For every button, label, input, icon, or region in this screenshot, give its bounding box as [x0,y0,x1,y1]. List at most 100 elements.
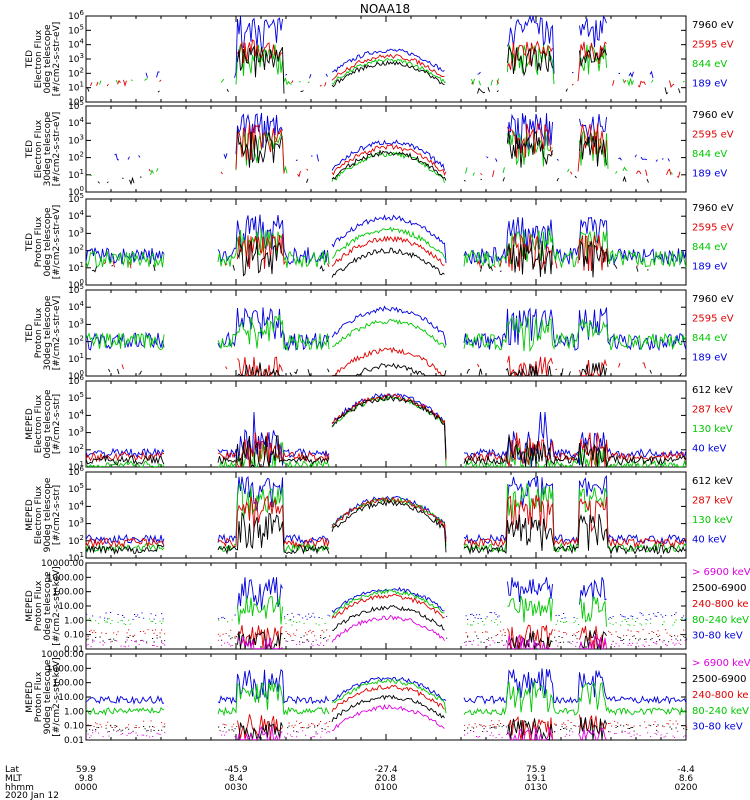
legend-entry: 30-80 keV [692,631,743,642]
y-axis-label-line: [#/cm2-s-str-keV] [52,657,62,736]
y-axis-label-line: 90deg telescope [43,659,53,734]
series-trace-2 [85,314,687,353]
series-trace-4 [108,362,682,378]
y-tick-exponent: 5 [80,283,84,291]
series-trace-3 [85,495,687,549]
y-tick-label: 102 [68,244,84,257]
legend-entry: 189 eV [692,353,727,364]
x-tick-label: 0000 [75,783,98,793]
series-trace-3 [87,684,688,742]
legend-entry: 40 keV [692,444,726,455]
y-tick-label: 106 [68,9,84,22]
series-trace-5 [87,703,686,741]
y-tick-exponent: 3 [80,517,84,525]
y-axis-label-line: 0deg telescope [43,207,53,277]
y-tick-label: 101 [68,81,84,94]
x-row-label: hhmm [5,783,34,793]
y-tick-label: 104 [68,38,84,51]
x-tick-label: 20.8 [376,774,396,784]
x-tick-label: -45.9 [224,765,248,775]
x-tick-label: 0200 [675,783,698,793]
series-trace-1 [85,668,687,706]
chart-title: NOAA18 [360,2,410,16]
legend-entry: 2595 eV [692,40,734,51]
y-axis-label-line: [#/cm2-s-str-eV] [52,112,62,187]
x-tick-label: 0100 [375,783,398,793]
y-axis-label-line: MEPED [25,681,35,713]
y-tick-exponent: 2 [80,534,84,542]
y-axis-label-line: Electron Flux [34,29,44,88]
legend-entry: > 6900 keV [692,567,750,578]
legend-entry: 7960 eV [692,203,734,214]
series-trace-2 [85,226,687,269]
legend-entry: 844 eV [692,333,727,344]
y-tick-exponent: 4 [80,499,85,507]
legend-entry: 240-800 ke [692,690,749,701]
legend-entry: 189 eV [692,79,727,90]
series-trace-4 [85,499,687,556]
y-tick-label: 102 [68,335,84,348]
x-tick-label: 8.6 [679,774,694,784]
y-tick-exponent: 1 [80,551,84,559]
y-axis-label-line: 90deg telescope [43,477,53,552]
y-tick-exponent: 2 [80,443,84,451]
legend-entry: 189 eV [692,262,727,273]
series-trace-2 [87,588,688,627]
y-tick-exponent: 0 [80,95,84,103]
series-trace-2 [85,395,687,469]
legend-entry: 80-240 keV [692,615,749,626]
y-tick-label: 10000.00 [41,650,84,660]
y-axis-label-line: 30deg telescope [43,295,53,370]
y-tick-exponent: 6 [80,465,85,473]
legend-entry: 612 keV [692,385,733,396]
y-tick-label: 104 [68,116,84,129]
y-tick-exponent: 6 [80,374,85,382]
y-tick-label: 101 [68,352,84,365]
x-tick-label: 59.9 [76,765,96,775]
y-tick-exponent: 2 [80,244,84,252]
x-axis-rows: LatMLThhmm59.99.80000-45.98.40030-27.420… [5,765,698,800]
y-tick-label: 101 [68,261,84,274]
y-tick-exponent: 4 [80,116,85,124]
legend-entry: 612 keV [692,476,733,487]
y-tick-label: 103 [68,226,84,239]
y-tick-label: 102 [68,66,84,79]
y-tick-exponent: 2 [80,151,84,159]
y-tick-exponent: 2 [80,66,84,74]
legend-entry: 2595 eV [692,223,734,234]
x-tick-label: -27.4 [374,765,398,775]
y-tick-label: 1.00 [64,707,84,717]
y-axis-label-line: [#/cm2-s-str] [52,394,62,454]
legend-entry: 844 eV [692,149,727,160]
series-trace-3 [122,348,683,376]
y-axis-label-line: Electron Flux [34,485,44,544]
series-trace-4 [85,394,687,468]
y-axis-label-line: [#/cm2-s-str] [52,485,62,545]
y-axis-label-line: Electron Flux [34,394,44,453]
y-axis-label-line: [#/cm2-s-str-eV] [52,205,62,280]
y-tick-exponent: 5 [80,99,84,107]
y-tick-exponent: 3 [80,426,84,434]
y-axis-label-line: [#/cm2-s-str-eV] [52,22,62,97]
y-axis-label-line: 30deg telescope [43,111,53,186]
y-tick-label: 0.01 [64,645,84,655]
series-trace-2 [85,482,687,553]
y-tick-label: 101 [68,168,84,181]
y-tick-label: 104 [68,408,84,421]
y-tick-label: 0.10 [64,631,84,641]
legend-entry: 7960 eV [692,294,734,305]
y-tick-label: 104 [68,499,84,512]
x-tick-label: 8.4 [229,774,244,784]
y-axis-label-line: Proton Flux [34,671,44,722]
y-tick-exponent: 1 [80,460,84,468]
y-tick-label: 1000.00 [47,573,84,583]
y-axis-label-line: Proton Flux [34,307,44,358]
y-tick-exponent: 5 [80,192,84,200]
legend-entry: 2595 eV [692,314,734,325]
legend-entry: 7960 eV [692,20,734,31]
y-tick-exponent: 1 [80,168,84,176]
